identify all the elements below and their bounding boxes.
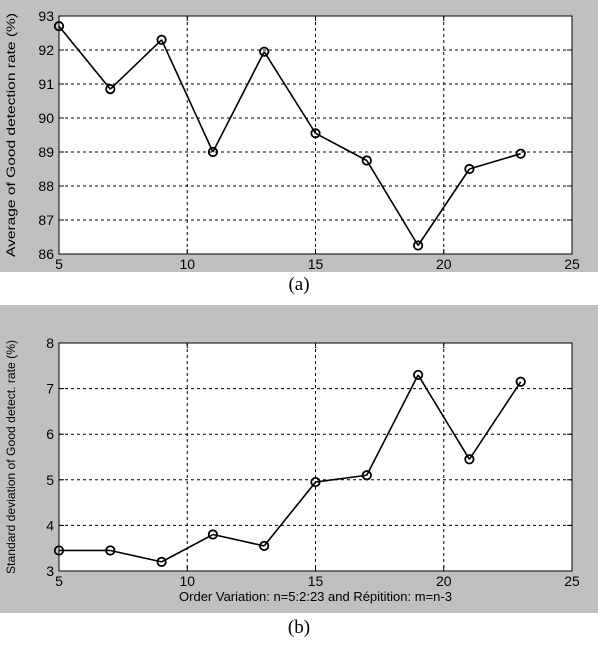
x-tick-label: 15 [308,573,324,589]
plot-area [59,16,572,254]
data-point [156,34,167,45]
chart-a: 5101520258687888990919293Order Variation… [4,8,580,272]
y-tick-label: 93 [38,8,54,24]
data-point [105,545,116,556]
series-line-segment [160,39,214,153]
y-tick-label: 87 [38,212,54,228]
x-tick-label: 10 [179,256,195,272]
axes-frame [58,15,573,255]
data-point [310,128,321,139]
series-line-segment [161,533,214,563]
data-point [515,148,526,159]
data-point [515,376,526,387]
chart-b: 5 10 15 20 25 3 4 5 6 7 8 Order Variation: n=5:2:23… [4,335,580,604]
series-line-segment [366,374,419,476]
data-point [259,46,270,57]
data-point [207,146,218,158]
x-tick-label: 5 [55,573,63,589]
y-tick-label: 5 [46,472,54,488]
data-point [310,476,321,488]
series-line-segment [315,474,367,483]
x-tick-label: 10 [179,573,195,589]
data-point [156,556,167,567]
x-axis-label: Order Variation: n=5:2:23 and Répitition… [179,589,452,604]
y-tick-label: 3 [46,563,54,579]
y-tick-label: 89 [38,144,54,160]
series-line-segment [469,152,521,170]
data-point [464,163,475,175]
y-tick-label: 7 [46,381,54,397]
series-line-segment [417,374,471,460]
series-line-segment [110,549,162,563]
data-point [53,21,65,32]
x-tick-label: 20 [436,256,452,272]
data-point [412,240,424,251]
x-tick-label: 20 [436,573,452,589]
figure-panel-b: 5 10 15 20 25 3 4 5 6 7 8 Order Variation: n=5:2:23… [0,305,598,613]
x-tick-label: 25 [564,256,580,272]
data-point [207,529,218,540]
y-tick-label: 91 [38,76,54,92]
data-point [361,155,372,166]
x-tick-label: 5 [55,256,63,272]
x-tick-label: 15 [308,256,324,272]
series-line-segment [366,160,419,246]
caption-a: (a) [288,274,310,295]
series-line-segment [58,25,111,90]
y-tick-label: 92 [38,42,54,58]
data-point [464,454,475,465]
series-line-segment [212,533,265,547]
series-line-segment [212,51,265,153]
series-line-segment [417,168,471,246]
y-tick-label: 88 [38,178,54,194]
x-tick-label: 25 [564,573,580,589]
axes-frame [58,342,573,572]
data-point [259,540,270,552]
y-tick-label: 6 [46,426,54,442]
series-line-segment [263,481,317,547]
figure-panel-a: 5101520258687888990919293Order Variation… [0,0,598,272]
series-line-segment [468,381,522,460]
data-point [412,369,424,381]
series-line-segment [109,39,163,90]
y-tick-label: 4 [46,517,54,533]
data-point [105,84,116,95]
data-point [361,470,372,481]
y-axis-label: Standard deviation of Good detect. rate … [4,340,18,574]
data-point [53,545,65,556]
y-tick-label: 90 [38,110,54,126]
caption-b: (b) [287,617,311,638]
series-line-segment [263,51,317,134]
series-line-segment [315,132,368,162]
y-tick-label: 8 [46,335,54,351]
y-tick-label: 86 [38,246,54,262]
y-axis-label: Average of Good detection rate (%) [4,13,18,257]
